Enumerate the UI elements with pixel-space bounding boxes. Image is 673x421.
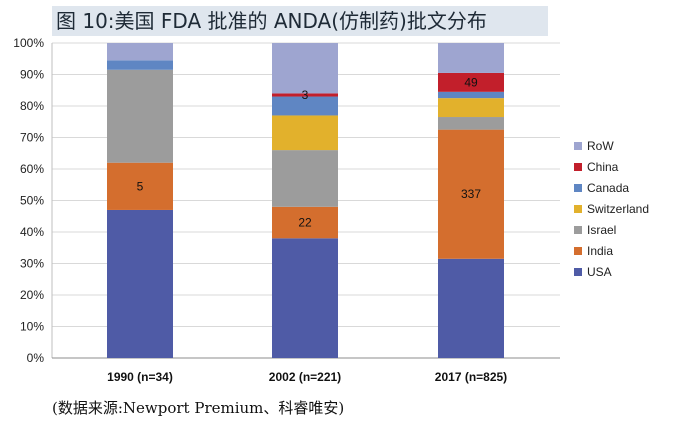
data-label: 49 bbox=[464, 75, 478, 89]
bar-segment-row bbox=[107, 43, 173, 61]
bar-segment-usa bbox=[438, 258, 504, 358]
bar-segment-switzerland bbox=[272, 115, 338, 151]
title-background bbox=[52, 6, 548, 36]
legend-label: RoW bbox=[587, 139, 614, 153]
y-tick-label: 70% bbox=[20, 131, 44, 145]
data-label: 337 bbox=[461, 187, 481, 201]
chart-title: 图 10:美国 FDA 批准的 ANDA(仿制药)批文分布 bbox=[56, 9, 487, 33]
legend-label: Israel bbox=[587, 223, 616, 237]
legend-swatch-china bbox=[574, 163, 582, 171]
y-tick-label: 100% bbox=[13, 36, 44, 50]
legend-label: Canada bbox=[587, 181, 629, 195]
bar-segment-israel bbox=[438, 117, 504, 130]
y-tick-label: 20% bbox=[20, 288, 44, 302]
bar-segment-switzerland bbox=[438, 98, 504, 118]
bar-segment-china bbox=[272, 93, 338, 97]
data-label: 22 bbox=[298, 216, 312, 230]
bar-segment-india bbox=[107, 162, 173, 210]
legend-swatch-india bbox=[574, 247, 582, 255]
y-tick-label: 90% bbox=[20, 68, 44, 82]
legend-swatch-row bbox=[574, 142, 582, 150]
bar-segment-usa bbox=[107, 209, 173, 358]
legend-label: China bbox=[587, 160, 619, 174]
bar-segment-canada bbox=[272, 96, 338, 116]
legend-swatch-israel bbox=[574, 226, 582, 234]
legend-swatch-usa bbox=[574, 268, 582, 276]
y-tick-label: 50% bbox=[20, 194, 44, 208]
data-label: 3 bbox=[302, 88, 309, 102]
y-tick-label: 80% bbox=[20, 99, 44, 113]
bar-segment-canada bbox=[438, 91, 504, 99]
data-label: 5 bbox=[137, 179, 144, 193]
legend-label: Switzerland bbox=[587, 202, 649, 216]
bar-segment-row bbox=[272, 43, 338, 94]
legend-swatch-canada bbox=[574, 184, 582, 192]
bar-segment-canada bbox=[107, 60, 173, 70]
y-tick-label: 0% bbox=[27, 351, 45, 365]
bar-segment-israel bbox=[107, 69, 173, 163]
legend-swatch-switzerland bbox=[574, 205, 582, 213]
bar-segment-israel bbox=[272, 150, 338, 207]
legend-label: USA bbox=[587, 265, 612, 279]
bar-segment-india bbox=[438, 129, 504, 259]
x-category-label: 2017 (n=825) bbox=[435, 370, 507, 384]
x-category-label: 2002 (n=221) bbox=[269, 370, 341, 384]
bar-segment-china bbox=[438, 72, 504, 92]
bar-segment-usa bbox=[272, 238, 338, 358]
y-tick-label: 60% bbox=[20, 162, 44, 176]
source-note: (数据来源:Newport Premium、科睿唯安) bbox=[52, 399, 345, 417]
bar-segment-row bbox=[438, 43, 504, 73]
y-tick-label: 40% bbox=[20, 225, 44, 239]
bar-segment-india bbox=[272, 206, 338, 239]
y-tick-label: 30% bbox=[20, 257, 44, 271]
y-tick-label: 10% bbox=[20, 320, 44, 334]
x-category-label: 1990 (n=34) bbox=[107, 370, 173, 384]
legend-label: India bbox=[587, 244, 613, 258]
